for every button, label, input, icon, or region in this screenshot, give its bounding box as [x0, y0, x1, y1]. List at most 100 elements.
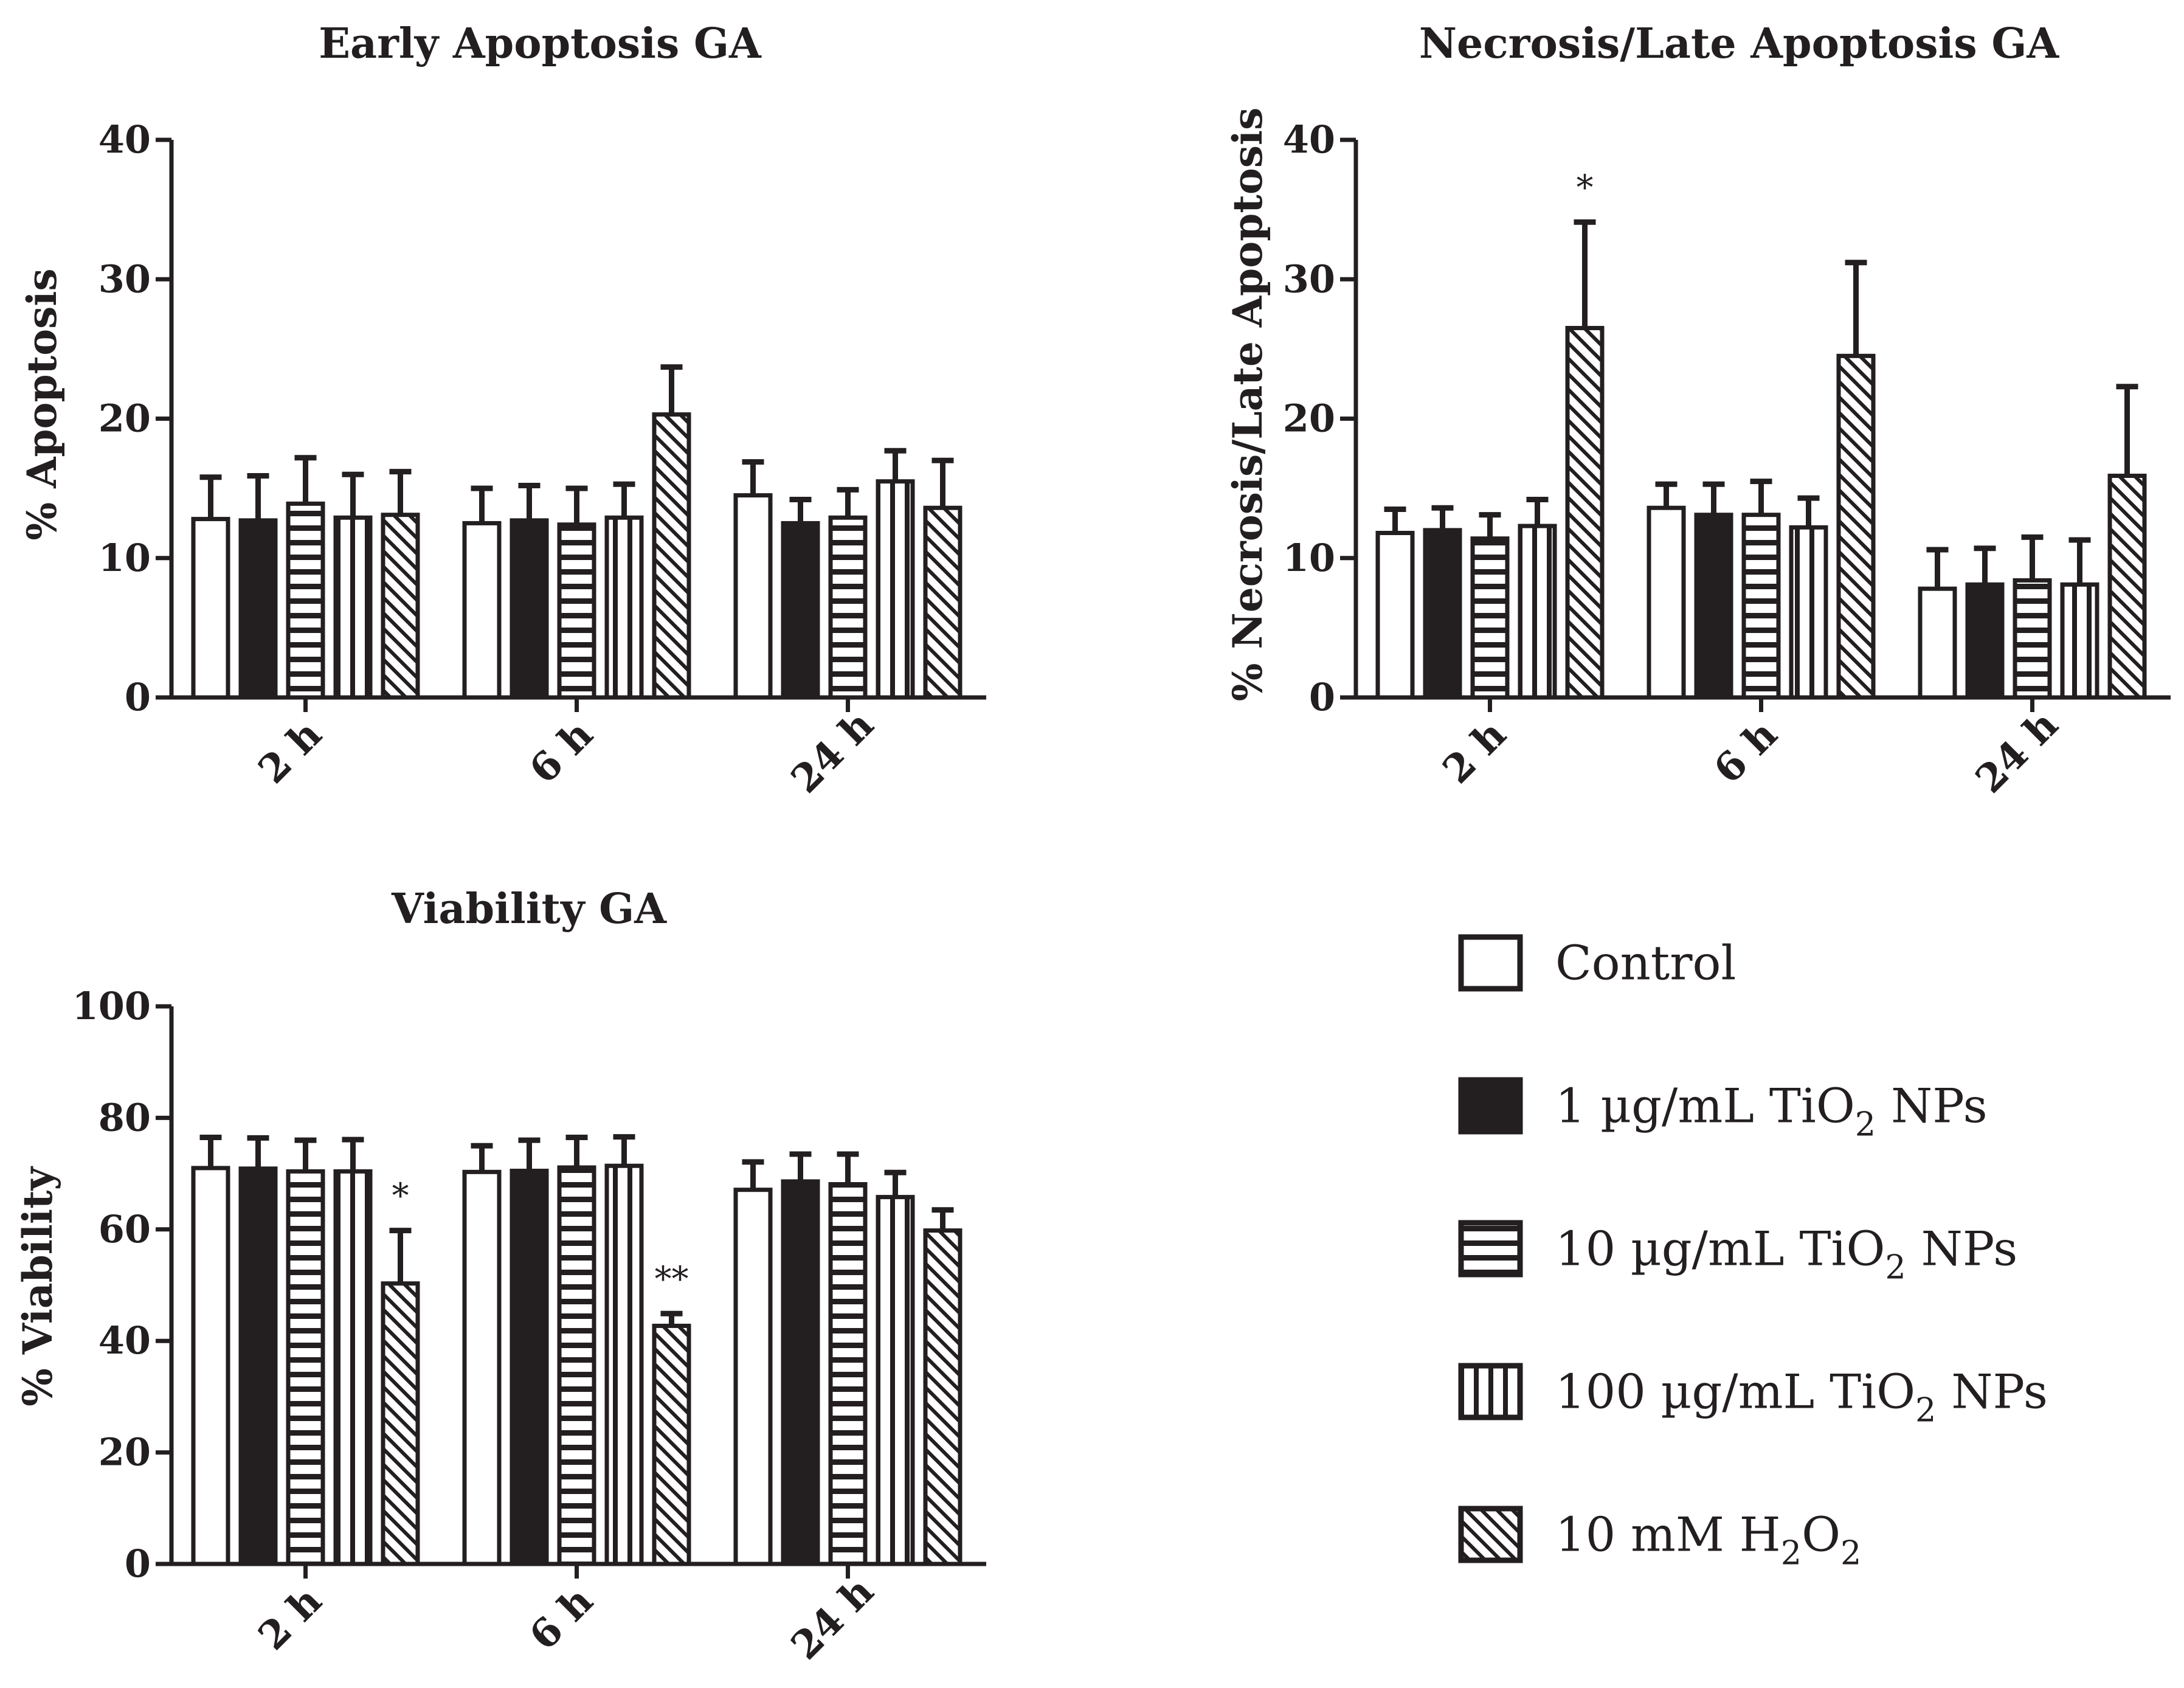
bar-h2o2-0 — [381, 1281, 420, 1566]
bar-h2o2-0 — [381, 513, 420, 700]
bar-10ug-0 — [286, 501, 325, 700]
bar-1ug-2 — [781, 1179, 820, 1566]
y-tick-label: 20 — [98, 1430, 151, 1475]
subscript: 2 — [1855, 1105, 1876, 1144]
bar-h2o2-1 — [652, 1323, 691, 1566]
bar-1ug-1 — [1694, 513, 1733, 700]
legend-text: NPs — [1876, 1079, 1987, 1134]
significance-marker: ** — [655, 1259, 689, 1299]
legend-text: NPs — [1906, 1222, 2017, 1277]
bar-100ug-2 — [876, 1195, 915, 1566]
bar-100ug-2 — [2060, 582, 2099, 700]
x-tick-label: 24 h — [1967, 702, 2067, 802]
bar-10ug-2 — [828, 515, 868, 700]
legend-text: 100 µg/mL TiO — [1555, 1365, 1915, 1420]
bar-h2o2-2 — [923, 1228, 962, 1566]
legend-swatch-1ug — [1458, 1077, 1523, 1135]
legend-swatch-h2o2 — [1458, 1506, 1523, 1563]
legend-label-1ug: 1 µg/mL TiO2 NPs — [1555, 1079, 1988, 1144]
bar-10ug-2 — [2013, 578, 2052, 700]
x-tick-label: 2 h — [250, 711, 331, 792]
bar-1ug-2 — [781, 521, 820, 700]
y-tick-label: 20 — [1283, 396, 1335, 441]
bar-control-0 — [191, 1166, 230, 1566]
subscript: 2 — [1840, 1534, 1861, 1572]
chart-title: Necrosis/Late Apoptosis GA — [1419, 19, 2060, 68]
bar-10ug-1 — [557, 1165, 596, 1566]
bar-1ug-0 — [238, 1166, 278, 1566]
significance-marker: * — [392, 1177, 409, 1216]
bar-1ug-0 — [1423, 528, 1462, 700]
x-tick-label: 24 h — [783, 1568, 883, 1669]
y-tick-label: 40 — [98, 1318, 151, 1363]
x-tick-label: 6 h — [521, 1578, 602, 1659]
viability-panel: Viability GA % Viability 0 20 40 60 80 100 2 … — [14, 885, 986, 1669]
x-tick-label: 6 h — [521, 711, 602, 792]
y-tick-label: 100 — [72, 984, 151, 1028]
bar-control-0 — [191, 517, 230, 700]
bar-control-0 — [1375, 530, 1415, 700]
y-tick-label: 80 — [98, 1095, 151, 1140]
y-tick-label: 40 — [98, 117, 151, 162]
y-tick-label: 0 — [125, 675, 151, 719]
bar-1ug-0 — [238, 518, 278, 700]
y-tick-label: 30 — [1283, 257, 1335, 301]
y-tick-label: 20 — [98, 396, 151, 441]
bar-10ug-1 — [1741, 513, 1781, 700]
bar-h2o2-2 — [923, 505, 962, 700]
y-tick-label: 0 — [1309, 675, 1335, 719]
legend-text: 1 µg/mL TiO — [1555, 1079, 1855, 1134]
y-tick-label: 30 — [98, 257, 151, 301]
bar-100ug-1 — [1789, 525, 1828, 700]
bar-control-1 — [1647, 505, 1686, 700]
early-apoptosis-panel: Early Apoptosis GA % Apoptosis 0 10 20 30 40… — [18, 19, 986, 802]
legend-text: 10 mM H — [1555, 1508, 1781, 1563]
bar-100ug-0 — [333, 1169, 373, 1566]
x-tick-label: 24 h — [783, 702, 883, 802]
bar-control-2 — [1918, 586, 1957, 700]
bar-control-1 — [462, 521, 502, 700]
bar-100ug-1 — [604, 1163, 644, 1566]
bar-100ug-0 — [1518, 524, 1557, 700]
y-axis-label: % Apoptosis — [18, 268, 66, 540]
legend-swatch-100ug — [1458, 1363, 1523, 1420]
y-tick-label: 10 — [98, 536, 151, 580]
y-tick-label: 10 — [1283, 536, 1335, 580]
bar-control-1 — [462, 1169, 502, 1566]
bar-1ug-1 — [510, 1169, 549, 1566]
chart-title: Early Apoptosis GA — [319, 19, 762, 68]
necrosis-late-apoptosis-panel: Necrosis/Late Apoptosis GA % Necrosis/La… — [1224, 19, 2171, 802]
x-tick-label: 6 h — [1705, 711, 1786, 792]
legend-text: Control — [1555, 936, 1736, 991]
bar-100ug-2 — [876, 479, 915, 700]
y-axis-label: % Viability — [14, 1166, 61, 1406]
bar-10ug-0 — [1470, 536, 1510, 700]
chart-title: Viability GA — [391, 885, 667, 933]
bar-10ug-2 — [828, 1182, 868, 1566]
bar-h2o2-0 — [1565, 325, 1605, 700]
y-tick-label: 40 — [1283, 117, 1335, 162]
subscript: 2 — [1885, 1248, 1906, 1287]
y-tick-label: 0 — [125, 1541, 151, 1586]
bar-1ug-1 — [510, 518, 549, 700]
bar-control-2 — [733, 493, 773, 700]
legend-text: NPs — [1936, 1365, 2047, 1420]
legend-text: O — [1802, 1508, 1840, 1563]
bar-10ug-0 — [286, 1169, 325, 1566]
bar-h2o2-1 — [652, 412, 691, 700]
significance-marker: * — [1577, 168, 1594, 207]
legend-label-control: Control — [1555, 936, 1736, 991]
subscript: 2 — [1781, 1534, 1802, 1572]
x-tick-label: 2 h — [250, 1578, 331, 1659]
legend-swatch-control — [1458, 934, 1523, 992]
legend-label-10ug: 10 µg/mL TiO2 NPs — [1555, 1222, 2017, 1287]
y-axis-label: % Necrosis/Late Apoptosis — [1224, 108, 1271, 702]
legend-label-h2o2: 10 mM H2O2 — [1555, 1508, 1861, 1572]
subscript: 2 — [1915, 1391, 1936, 1430]
bar-100ug-1 — [604, 515, 644, 700]
bar-control-2 — [733, 1188, 773, 1566]
bar-h2o2-1 — [1836, 353, 1876, 700]
bar-100ug-0 — [333, 515, 373, 700]
